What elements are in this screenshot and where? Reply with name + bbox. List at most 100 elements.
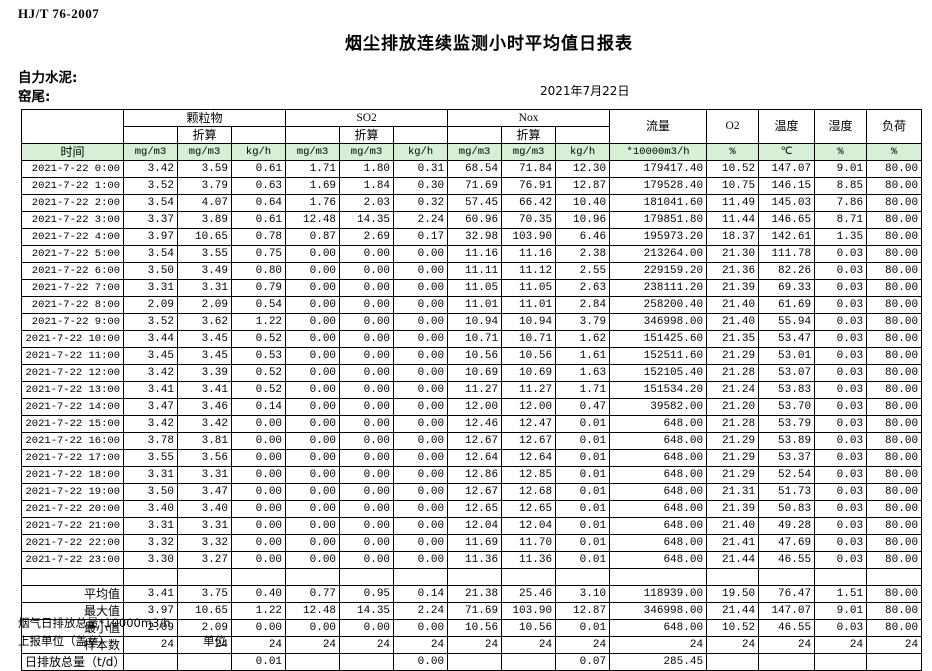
cell-noxk: 10.40 [555,194,611,212]
cell-spacer [609,568,708,586]
cell-noxk: 0.01 [555,551,611,569]
cell-temp: 53.07 [758,364,816,382]
table-summary-row: 样本数 24 24 24 24 24 24 24 24 24 24 24 24 24 24 [21,636,923,654]
column-header-so2-conv-mgm3: mg/m3 [339,143,395,161]
cell-pmc: 10.65 [177,228,232,246]
cell-daily-total-o2 [706,653,760,671]
cell-pm: 3.37 [123,211,178,229]
cell-load: 80.00 [866,313,923,331]
cell-load: 80.00 [866,432,923,450]
cell-spacer [21,568,124,586]
cell-flow: 648.00 [609,466,708,484]
cell-pmk: 0.14 [230,398,287,416]
table-row: 2021-7-22 22:00 3.32 3.32 0.00 0.00 0.00 0.00 1… [21,534,923,552]
cell-hum: 0.03 [814,551,868,569]
cell-noxc: 12.65 [501,500,557,518]
cell-summary-temp: 24 [758,636,816,654]
table-row: 2021-7-22 0:00 3.42 3.59 0.61 1.71 1.80 0.31 68… [21,160,923,178]
cell-o2: 21.28 [706,364,760,382]
cell-summary-pmc: 10.65 [177,602,232,620]
cell-flow: 648.00 [609,517,708,535]
cell-noxc: 76.91 [501,177,557,195]
cell-so2: 0.00 [285,432,341,450]
cell-time: 2021-7-22 23:00 [21,551,124,569]
cell-noxk: 0.01 [555,449,611,467]
cell-nox: 12.67 [447,432,503,450]
cell-daily-total-pmc [177,653,232,671]
cell-pmc: 3.31 [177,466,232,484]
cell-spacer [230,568,287,586]
cell-noxc: 70.35 [501,211,557,229]
cell-flow: 181041.60 [609,194,708,212]
cell-flow: 151534.20 [609,381,708,399]
cell-pmk: 0.78 [230,228,287,246]
cell-noxc: 11.05 [501,279,557,297]
cell-time: 2021-7-22 17:00 [21,449,124,467]
cell-so2: 0.00 [285,296,341,314]
cell-temp: 53.37 [758,449,816,467]
cell-pmc: 3.32 [177,534,232,552]
cell-pm: 3.50 [123,483,178,501]
cell-so2c: 0.00 [339,262,395,280]
cell-daily-total-flow: 285.45 [609,653,708,671]
cell-so2k: 0.00 [393,415,449,433]
cell-noxk: 2.63 [555,279,611,297]
cell-pm: 3.41 [123,381,178,399]
cell-noxc: 11.16 [501,245,557,263]
cell-so2c: 1.80 [339,160,395,178]
group-header-flow: 流量 [609,109,708,144]
cell-pmk: 0.00 [230,517,287,535]
cell-empty-pm2 [230,126,287,144]
cell-noxk: 0.01 [555,466,611,484]
cell-so2k: 0.00 [393,534,449,552]
cell-noxk: 0.47 [555,398,611,416]
column-header-so2-mgm3: mg/m3 [285,143,341,161]
cell-load: 80.00 [866,177,923,195]
cell-noxc: 11.12 [501,262,557,280]
table-row: 2021-7-22 15:00 3.42 3.42 0.00 0.00 0.00 0.00 1… [21,415,923,433]
cell-nox: 11.11 [447,262,503,280]
cell-pmk: 0.80 [230,262,287,280]
cell-flow: 179851.80 [609,211,708,229]
cell-temp: 146.65 [758,211,816,229]
cell-so2c: 2.69 [339,228,395,246]
cell-pmc: 3.41 [177,381,232,399]
cell-time: 2021-7-22 6:00 [21,262,124,280]
cell-pm: 3.54 [123,245,178,263]
cell-so2k: 0.30 [393,177,449,195]
cell-o2: 21.28 [706,415,760,433]
cell-pm: 3.54 [123,194,178,212]
cell-so2k: 0.00 [393,500,449,518]
report-date: 2021年7月22日 [540,84,630,98]
cell-noxc: 12.47 [501,415,557,433]
cell-noxk: 0.01 [555,534,611,552]
table-spacer-row [21,568,923,586]
cell-summary-noxc: 103.90 [501,602,557,620]
cell-temp: 47.69 [758,534,816,552]
cell-summary-pmk: 24 [230,636,287,654]
cell-so2c: 0.00 [339,296,395,314]
cell-pm: 3.30 [123,551,178,569]
cell-time: 2021-7-22 2:00 [21,194,124,212]
cell-summary-noxc: 10.56 [501,619,557,637]
cell-o2: 18.37 [706,228,760,246]
cell-spacer [501,568,557,586]
cell-spacer [177,568,232,586]
table-unit-header-row: 时间 mg/m3 mg/m3 kg/h mg/m3 mg/m3 kg/h mg/… [21,143,923,161]
cell-pmc: 3.31 [177,279,232,297]
cell-time: 2021-7-22 4:00 [21,228,124,246]
cell-temp: 142.61 [758,228,816,246]
cell-so2: 0.00 [285,313,341,331]
cell-flow: 152511.60 [609,347,708,365]
cell-summary-label: 平均值 [21,585,124,603]
cell-noxk: 12.30 [555,160,611,178]
cell-summary-so2: 0.77 [285,585,341,603]
table-row: 2021-7-22 2:00 3.54 4.07 0.64 1.76 2.03 0.32 57… [21,194,923,212]
cell-summary-o2: 19.50 [706,585,760,603]
cell-summary-load: 24 [866,636,923,654]
cell-so2k: 0.00 [393,296,449,314]
cell-pmc: 3.81 [177,432,232,450]
cell-so2c: 1.84 [339,177,395,195]
cell-summary-nox: 71.69 [447,602,503,620]
cell-noxc: 12.68 [501,483,557,501]
